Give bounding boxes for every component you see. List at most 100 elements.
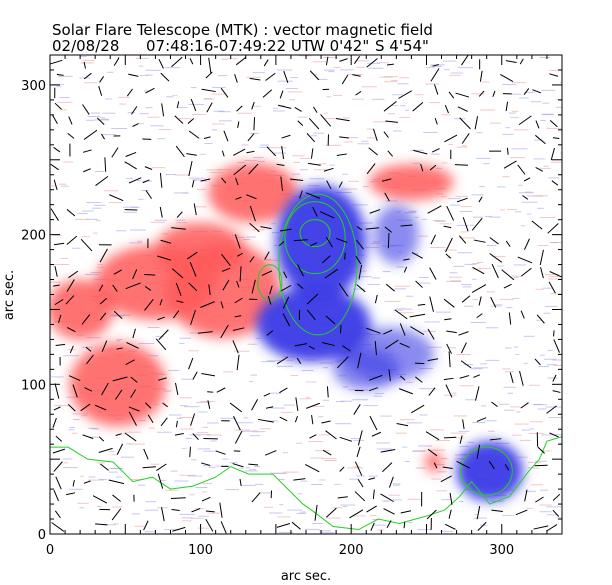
field-vector xyxy=(297,120,304,126)
field-vector xyxy=(205,519,214,532)
field-vector xyxy=(411,251,423,259)
field-vector xyxy=(111,147,119,158)
field-vector xyxy=(125,151,137,157)
field-vector xyxy=(188,357,194,370)
field-vector xyxy=(201,496,211,502)
field-vector xyxy=(189,58,194,65)
field-vector xyxy=(299,190,303,199)
field-vector xyxy=(349,509,364,519)
field-vector xyxy=(237,121,240,128)
field-vector xyxy=(234,315,242,318)
field-vector xyxy=(388,369,391,382)
field-vector xyxy=(446,343,452,354)
field-vector xyxy=(99,248,108,263)
field-vector xyxy=(461,295,471,303)
field-vector xyxy=(160,417,168,427)
field-vector xyxy=(265,72,276,81)
field-vector xyxy=(54,510,61,519)
field-vector xyxy=(201,462,211,466)
field-vector xyxy=(474,116,479,130)
field-vector xyxy=(246,150,255,154)
field-vector xyxy=(352,74,361,77)
field-vector xyxy=(387,150,393,157)
field-vector xyxy=(159,172,163,188)
field-vector xyxy=(433,462,438,469)
field-vector xyxy=(524,489,528,502)
contour-line xyxy=(284,201,346,275)
field-vector xyxy=(246,194,257,200)
field-vector xyxy=(56,73,64,76)
field-vector xyxy=(548,281,556,294)
positive-region xyxy=(369,164,454,201)
field-vector xyxy=(308,117,320,130)
field-vector xyxy=(356,284,366,293)
field-vector xyxy=(66,327,76,333)
field-vector xyxy=(417,303,426,306)
field-vector xyxy=(279,90,284,99)
field-vector xyxy=(175,282,182,297)
field-vector xyxy=(325,430,337,440)
field-vector xyxy=(383,100,397,112)
field-vector xyxy=(233,416,241,431)
field-vector xyxy=(193,203,197,216)
field-vector xyxy=(197,331,213,334)
field-vector xyxy=(116,443,124,455)
field-vector xyxy=(380,449,396,453)
field-vector xyxy=(171,56,183,68)
field-vector xyxy=(489,438,502,441)
field-vector xyxy=(190,309,196,326)
field-vector xyxy=(189,262,197,277)
field-vector xyxy=(188,160,193,177)
field-vector xyxy=(471,284,487,293)
field-vector xyxy=(248,463,259,466)
field-vector xyxy=(479,70,483,82)
field-vector xyxy=(113,57,120,66)
field-vector xyxy=(98,85,103,96)
field-vector xyxy=(400,510,412,514)
positive-region xyxy=(208,162,299,223)
y-tick-label: 100 xyxy=(21,378,46,393)
field-vector xyxy=(354,55,360,64)
field-vector xyxy=(291,521,301,530)
field-vector xyxy=(459,435,463,444)
field-vector xyxy=(68,270,79,279)
field-vector xyxy=(170,497,186,499)
field-vector xyxy=(336,153,347,156)
field-vector xyxy=(454,164,468,166)
field-vector xyxy=(220,521,227,534)
field-vector xyxy=(174,115,184,124)
field-vector xyxy=(248,163,259,175)
x-axis-label: arc sec. xyxy=(281,569,331,584)
field-vector xyxy=(174,382,179,396)
field-vector xyxy=(100,133,105,140)
positive-region xyxy=(155,222,246,277)
field-vector xyxy=(232,327,245,331)
field-vector xyxy=(505,101,509,112)
field-vector xyxy=(52,448,66,454)
field-vector xyxy=(443,298,455,308)
field-vector xyxy=(336,237,348,243)
field-vector xyxy=(143,448,149,460)
field-vector xyxy=(444,318,452,321)
field-vector xyxy=(355,255,362,265)
field-vector xyxy=(478,296,482,306)
field-vector xyxy=(520,402,529,409)
field-vector xyxy=(157,316,166,321)
field-vector xyxy=(366,327,381,334)
field-vector xyxy=(144,166,153,170)
field-vector xyxy=(236,354,240,371)
positive-region xyxy=(50,279,114,340)
field-vector xyxy=(354,491,366,502)
field-vector xyxy=(492,90,496,97)
x-tick-label: 100 xyxy=(188,543,213,558)
field-vector xyxy=(460,360,472,369)
field-vector xyxy=(95,523,108,526)
contour-line xyxy=(278,193,358,336)
field-vector xyxy=(366,58,378,68)
field-vector xyxy=(306,402,321,409)
field-vector xyxy=(384,339,399,350)
field-vector xyxy=(65,295,75,305)
field-vector xyxy=(220,87,229,98)
field-vector xyxy=(428,387,436,396)
